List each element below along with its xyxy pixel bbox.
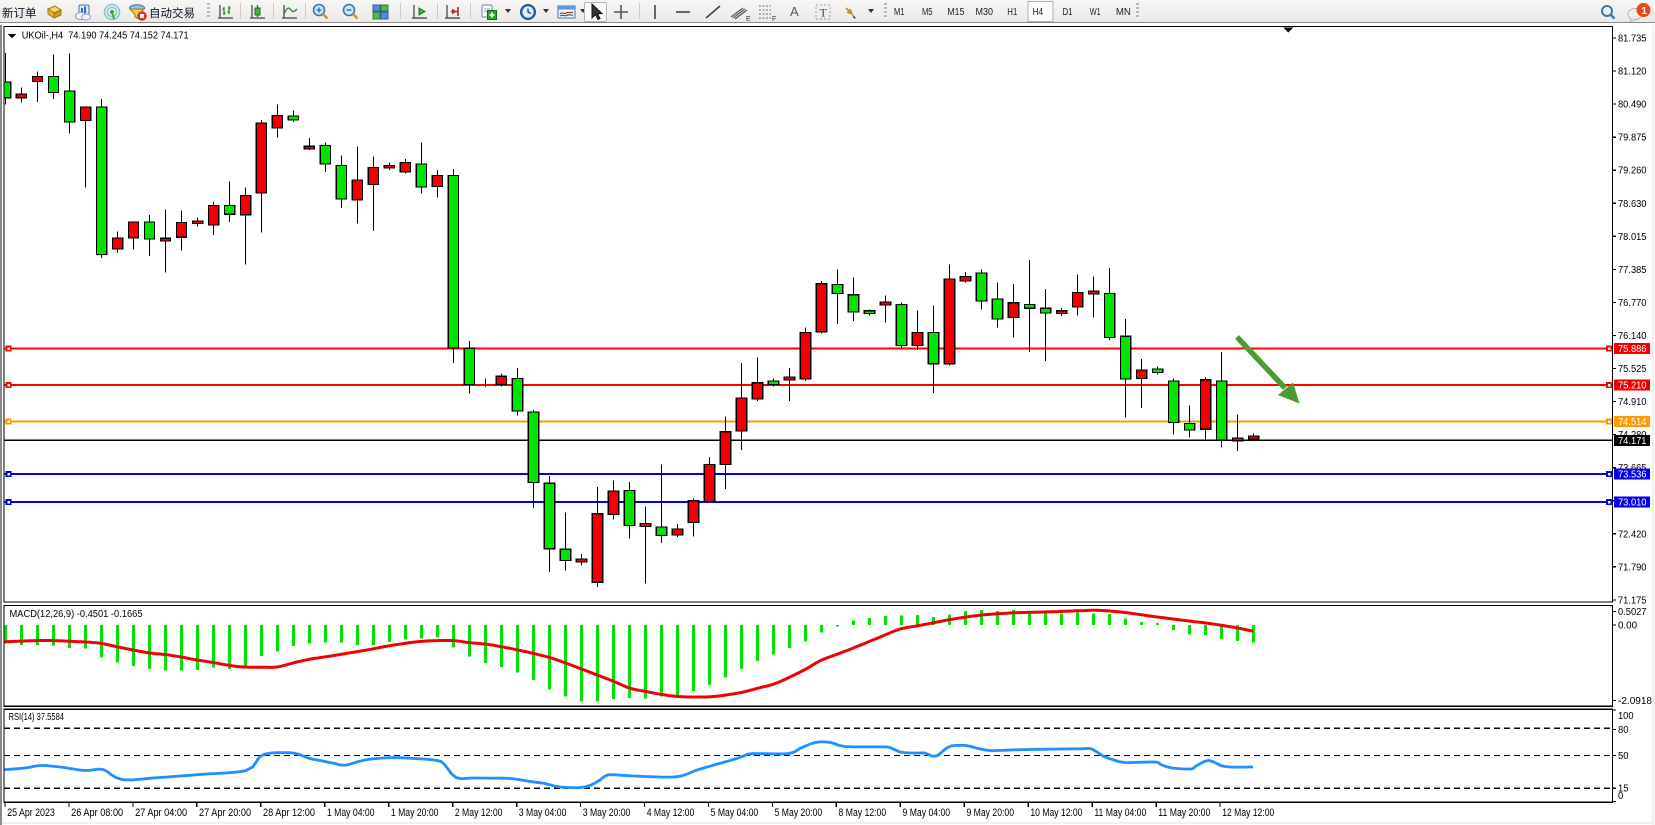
svg-text:D1: D1 (1063, 7, 1073, 18)
svg-text:12 May 12:00: 12 May 12:00 (1222, 807, 1274, 819)
svg-text:5 May 04:00: 5 May 04:00 (711, 807, 759, 819)
svg-text:3 May 20:00: 3 May 20:00 (583, 807, 631, 819)
svg-text:2 May 12:00: 2 May 12:00 (455, 807, 503, 819)
svg-text:-2.0918: -2.0918 (1618, 696, 1652, 707)
svg-text:1 May 04:00: 1 May 04:00 (327, 807, 375, 819)
svg-text:27 Apr 20:00: 27 Apr 20:00 (199, 807, 251, 819)
svg-text:MACD(12,26,9) -0.4501 -0.1665: MACD(12,26,9) -0.4501 -0.1665 (10, 609, 143, 620)
svg-text:76.770: 76.770 (1618, 298, 1647, 309)
svg-text:78.630: 78.630 (1618, 199, 1647, 210)
svg-text:MN: MN (1116, 7, 1131, 18)
svg-text:W1: W1 (1090, 7, 1101, 18)
svg-text:73.010: 73.010 (1618, 498, 1647, 509)
svg-text:72.420: 72.420 (1618, 529, 1647, 540)
svg-text:0.5027: 0.5027 (1618, 607, 1647, 618)
svg-text:71.175: 71.175 (1618, 595, 1647, 606)
svg-text:81.120: 81.120 (1618, 67, 1647, 78)
svg-text:79.875: 79.875 (1618, 133, 1647, 144)
svg-text:M15: M15 (947, 7, 964, 18)
svg-text:71.790: 71.790 (1618, 562, 1647, 573)
svg-text:27 Apr 04:00: 27 Apr 04:00 (135, 807, 187, 819)
svg-text:26 Apr 08:00: 26 Apr 08:00 (71, 807, 123, 819)
svg-text:1 May 20:00: 1 May 20:00 (391, 807, 439, 819)
svg-text:77.385: 77.385 (1618, 265, 1647, 276)
svg-text:1: 1 (1641, 5, 1647, 17)
svg-text:81.735: 81.735 (1618, 34, 1647, 45)
svg-text:74.514: 74.514 (1618, 417, 1647, 428)
svg-text:E: E (746, 16, 751, 22)
svg-text:4 May 12:00: 4 May 12:00 (647, 807, 695, 819)
svg-text:3 May 04:00: 3 May 04:00 (519, 807, 567, 819)
svg-text:9 May 04:00: 9 May 04:00 (903, 807, 951, 819)
svg-text:H1: H1 (1007, 7, 1017, 18)
svg-text:11 May 20:00: 11 May 20:00 (1158, 807, 1210, 819)
svg-text:80: 80 (1618, 725, 1629, 736)
svg-text:76.140: 76.140 (1618, 331, 1647, 342)
svg-text:5 May 20:00: 5 May 20:00 (775, 807, 823, 819)
svg-text:10 May 12:00: 10 May 12:00 (1030, 807, 1082, 819)
svg-text:11 May 04:00: 11 May 04:00 (1094, 807, 1146, 819)
svg-text:15: 15 (1618, 784, 1629, 795)
svg-text:100: 100 (1618, 711, 1634, 722)
svg-text:0: 0 (1618, 791, 1624, 802)
svg-text:M5: M5 (922, 7, 933, 18)
svg-text:80.490: 80.490 (1618, 100, 1647, 111)
svg-text:74.910: 74.910 (1618, 397, 1647, 408)
svg-text:75.525: 75.525 (1618, 364, 1647, 375)
svg-text:M1: M1 (894, 7, 905, 18)
svg-text:F: F (772, 16, 776, 22)
svg-text:78.015: 78.015 (1618, 232, 1647, 243)
svg-text:UKOil-,H4 74.190 74.245 74.15: UKOil-,H4 74.190 74.245 74.152 74.171 (22, 31, 189, 42)
svg-text:RSI(14) 37.5584: RSI(14) 37.5584 (9, 712, 65, 723)
svg-text:25 Apr 2023: 25 Apr 2023 (7, 807, 55, 819)
svg-text:H4: H4 (1033, 7, 1044, 18)
svg-text:T: T (820, 6, 828, 20)
svg-text:0.00: 0.00 (1618, 621, 1637, 632)
svg-text:75.210: 75.210 (1618, 381, 1647, 392)
svg-text:9 May 20:00: 9 May 20:00 (966, 807, 1014, 819)
svg-text:74.171: 74.171 (1618, 436, 1647, 447)
svg-text:50: 50 (1618, 751, 1629, 762)
svg-text:73.536: 73.536 (1618, 470, 1647, 481)
svg-text:79.260: 79.260 (1618, 166, 1647, 177)
svg-text:75.886: 75.886 (1618, 344, 1647, 355)
svg-text:M30: M30 (976, 7, 994, 18)
svg-text:8 May 12:00: 8 May 12:00 (839, 807, 887, 819)
svg-text:28 Apr 12:00: 28 Apr 12:00 (263, 807, 315, 819)
